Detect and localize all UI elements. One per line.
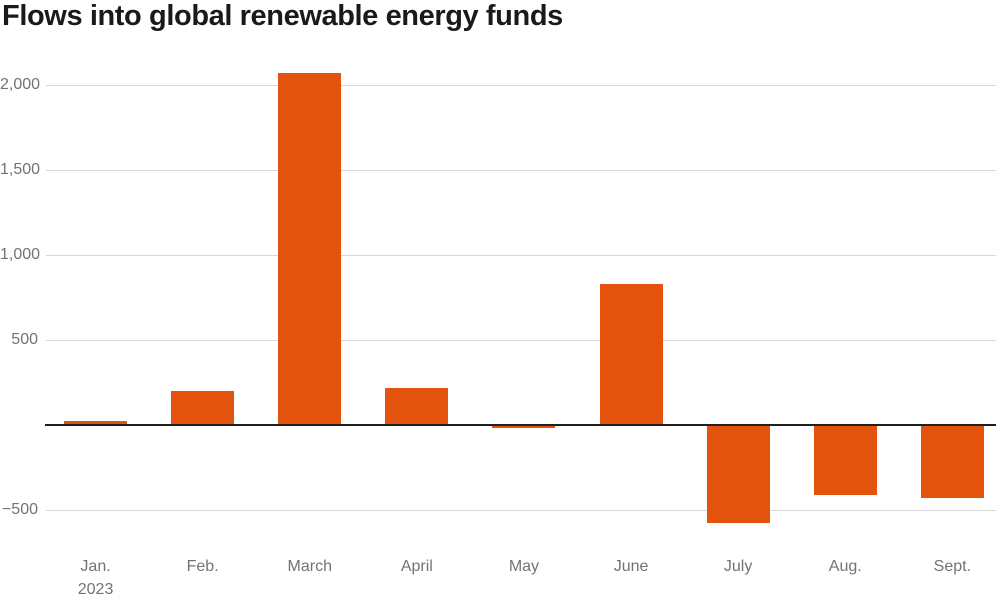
x-axis-tick-label-jan: Jan. 2023: [77, 558, 114, 598]
zero-baseline: [45, 424, 996, 426]
bar-march: [278, 73, 342, 425]
gridline-2000: [46, 84, 996, 86]
x-axis-tick-label-aug: Aug.: [828, 558, 862, 575]
y-axis-tick-label--500: −500: [1, 501, 38, 518]
x-axis-tick-label-march: March: [287, 558, 332, 575]
y-axis-tick-label-500: 500: [11, 331, 38, 348]
x-axis-tick-label-april: April: [400, 558, 433, 575]
bar-may: [492, 425, 556, 429]
y-axis-tick-label-2000: 2,000: [0, 76, 41, 93]
y-axis-tick-label-1500: 1,500: [0, 161, 41, 178]
gridline--500: [46, 509, 996, 511]
bar-aug: [813, 425, 877, 495]
bar-sept: [920, 425, 984, 499]
bar-june: [599, 283, 663, 425]
gridline-500: [46, 339, 996, 341]
bar-april: [385, 388, 449, 425]
gridline-1500: [46, 169, 996, 171]
x-axis-tick-label-may: May: [508, 558, 540, 575]
x-axis-tick-label-june: June: [613, 558, 649, 575]
x-axis-tick-label-feb: Feb.: [186, 558, 219, 575]
gridline-1000: [46, 254, 996, 256]
bar-feb: [171, 391, 235, 425]
y-axis-tick-label-1000: 1,000: [0, 246, 41, 263]
x-axis-tick-label-july: July: [723, 558, 753, 575]
chart-title: Flows into global renewable energy funds: [2, 0, 563, 32]
bar-july: [706, 425, 770, 523]
bar-jan: [64, 420, 128, 425]
x-axis-tick-label-sept: Sept.: [933, 558, 972, 575]
